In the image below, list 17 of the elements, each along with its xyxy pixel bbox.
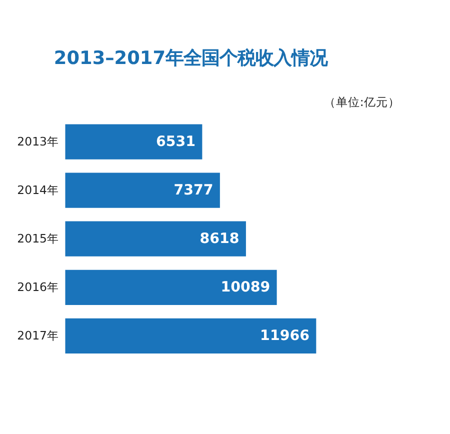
- data-label: 11966: [260, 328, 310, 344]
- bar: [65, 318, 316, 354]
- bar: [65, 172, 220, 208]
- y-tick-label: 2013年: [17, 134, 59, 149]
- bar: [65, 270, 277, 305]
- bar: [65, 221, 246, 256]
- data-label: 10089: [220, 280, 270, 296]
- bar: [65, 124, 202, 160]
- y-tick-label: 2014年: [17, 183, 59, 198]
- text: （单位:亿元）: [324, 94, 400, 109]
- y-tick-label: 2017年: [17, 328, 59, 343]
- y-tick-label: 2015年: [17, 232, 59, 246]
- data-label: 6531: [156, 134, 196, 150]
- chart-title: 2013–2017年全国个税收入情况: [54, 48, 328, 70]
- data-label: 7377: [174, 182, 214, 199]
- data-label: 8618: [200, 231, 240, 248]
- y-tick-label: 2016年: [17, 280, 59, 294]
